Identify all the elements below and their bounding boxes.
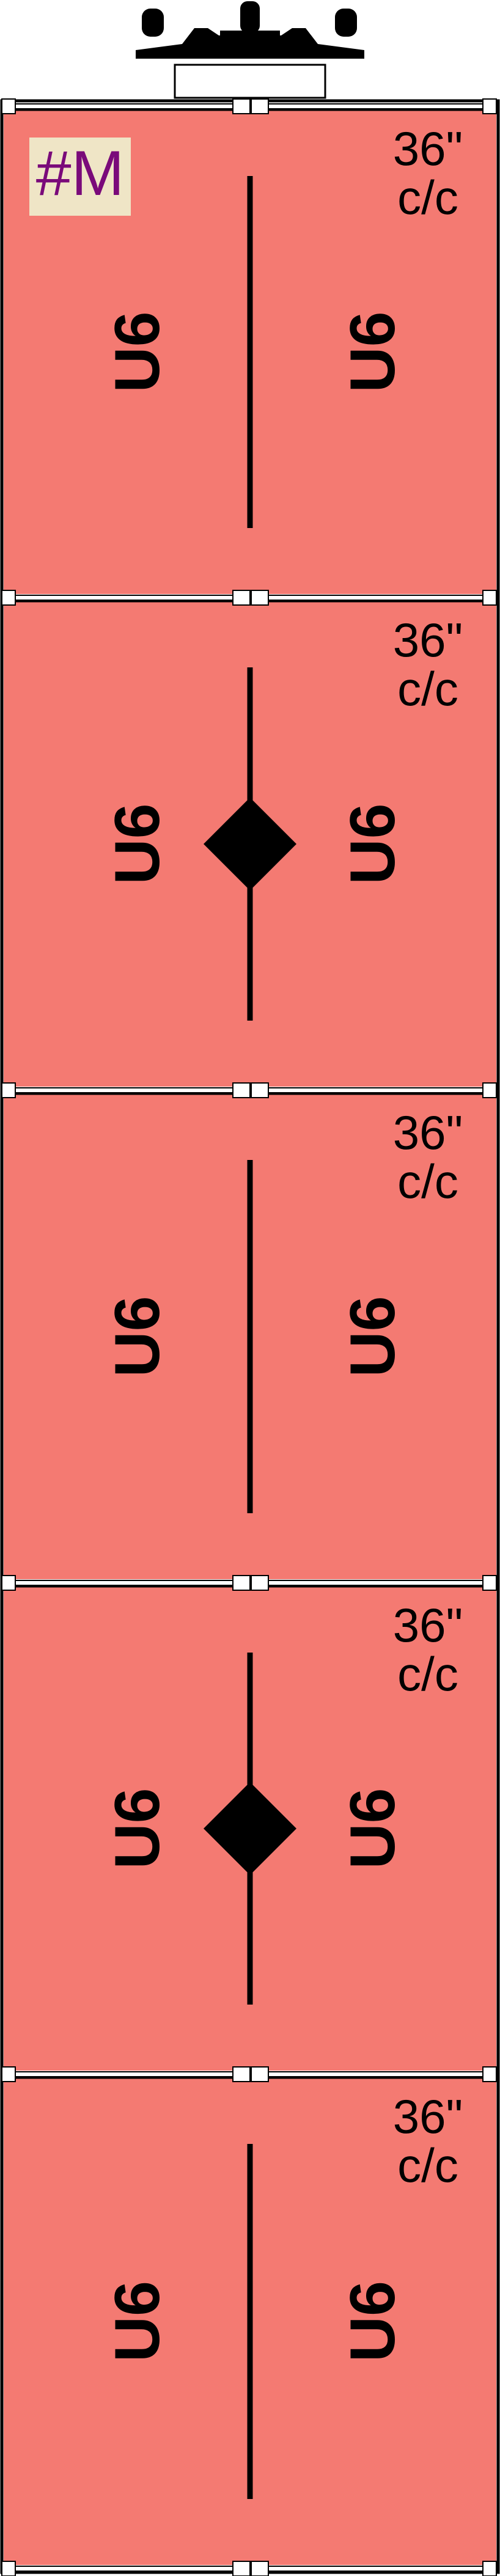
divider-node: [232, 1575, 251, 1591]
truss-hanger-icon: [136, 1, 364, 99]
divider-node: [251, 2561, 269, 2576]
fixture-label-left: U6: [102, 1296, 173, 1378]
fixture-label-right: U6: [337, 312, 408, 393]
fixture-label-left: U6: [102, 312, 173, 393]
spacing-label-cc: c/c: [397, 1647, 458, 1701]
divider-node: [482, 1082, 497, 1098]
fixture-label-right: U6: [337, 804, 408, 885]
spacing-label-inches: 36": [393, 2090, 463, 2143]
truss-divider: [1, 1082, 497, 1098]
divider-node: [251, 590, 269, 606]
truss-divider: [1, 2066, 497, 2082]
marker-box: #M: [29, 138, 131, 216]
fixture-label-left: U6: [102, 2281, 173, 2362]
spacing-label-inches: 36": [393, 1106, 463, 1159]
divider-node: [1, 98, 16, 114]
divider-node: [1, 1575, 16, 1591]
divider-node: [232, 1082, 251, 1098]
spacing-label-inches: 36": [393, 613, 463, 667]
fixture-label-right: U6: [337, 1296, 408, 1378]
divider-node: [232, 98, 251, 114]
spacing-label-cc: c/c: [397, 2138, 458, 2192]
fixture-label-left: U6: [102, 804, 173, 885]
divider-node: [482, 2066, 497, 2082]
spacing-label-cc: c/c: [397, 1154, 458, 1208]
diamond-symbol: [204, 1782, 296, 1875]
divider-node: [482, 590, 497, 606]
truss-divider: [1, 1575, 497, 1591]
divider-node: [1, 2066, 16, 2082]
diamond-symbol: [204, 798, 296, 890]
divider-node: [1, 2561, 16, 2576]
truss-panel: U6 U6 36"c/c: [4, 2078, 496, 2565]
truss-panel: U6 U6 36"c/c: [4, 601, 496, 1087]
divider-node: [232, 2066, 251, 2082]
truss-divider: [1, 98, 497, 114]
divider-node: [1, 1082, 16, 1098]
marker-label: #M: [36, 138, 124, 209]
divider-node: [251, 2066, 269, 2082]
fixture-label-left: U6: [102, 1788, 173, 1870]
fixture-label-right: U6: [337, 1788, 408, 1870]
truss-divider: [1, 590, 497, 606]
truss-divider: [1, 2561, 497, 2576]
divider-node: [482, 2561, 497, 2576]
truss-panel: U6 U6 36"c/c: [4, 1587, 496, 2071]
spacing-label-cc: c/c: [397, 171, 458, 224]
spacing-label-inches: 36": [393, 1598, 463, 1652]
divider-node: [482, 98, 497, 114]
truss-panel: U6 U6 36"c/c: [4, 110, 496, 594]
spacing-label-cc: c/c: [397, 662, 458, 716]
divider-node: [251, 1575, 269, 1591]
divider-node: [482, 1575, 497, 1591]
truss-panel: U6 U6 36"c/c: [4, 1094, 496, 1579]
divider-node: [232, 2561, 251, 2576]
divider-node: [1, 590, 16, 606]
divider-node: [251, 1082, 269, 1098]
spacing-label-inches: 36": [393, 122, 463, 175]
fixture-label-right: U6: [337, 2281, 408, 2362]
divider-node: [232, 590, 251, 606]
divider-node: [251, 98, 269, 114]
